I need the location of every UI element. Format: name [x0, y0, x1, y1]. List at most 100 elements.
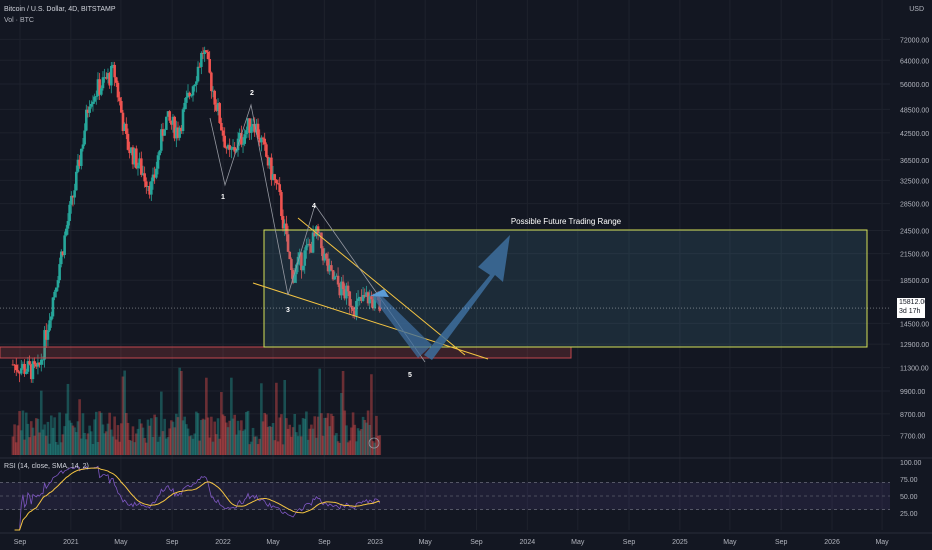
volume-bar: [64, 413, 68, 455]
candle: [211, 90, 215, 92]
volume-bar: [221, 414, 225, 455]
volume-bar: [143, 437, 146, 455]
candle: [221, 130, 225, 136]
candle: [231, 147, 235, 149]
volume-bar: [146, 419, 150, 455]
candle: [58, 264, 61, 281]
volume-bar: [336, 441, 340, 455]
candle: [305, 245, 308, 251]
candle: [176, 127, 180, 138]
candle: [49, 316, 53, 321]
volume-bar: [355, 441, 358, 455]
volume-bar: [83, 432, 86, 455]
volume-bar: [53, 417, 56, 455]
volume-bar: [331, 416, 335, 455]
candle: [66, 221, 70, 229]
candle: [276, 183, 280, 185]
candle: [368, 296, 372, 304]
volume-bar: [158, 436, 161, 455]
candle: [300, 252, 303, 271]
volume-bar: [311, 428, 315, 455]
volume-bar: [29, 421, 33, 455]
volume-bar: [131, 426, 135, 455]
candle: [44, 330, 48, 340]
candle: [255, 123, 258, 133]
candle: [126, 133, 130, 150]
candle: [283, 223, 287, 229]
candle: [341, 281, 345, 290]
volume-bar: [195, 411, 198, 455]
volume-bar: [133, 442, 136, 455]
volume-bar: [211, 441, 215, 455]
candle: [345, 285, 348, 299]
candle: [248, 118, 252, 133]
volume-bar: [278, 417, 282, 455]
price-tick-label: 64000.00: [900, 58, 929, 65]
volume-bar: [69, 422, 73, 455]
candle: [315, 226, 318, 237]
volume-bar: [346, 442, 350, 455]
volume-bar: [93, 419, 96, 455]
candle: [121, 112, 125, 131]
candle: [328, 265, 332, 272]
candle: [286, 234, 290, 252]
candle: [291, 270, 295, 283]
candle: [104, 77, 108, 79]
volume-bar: [113, 416, 116, 455]
candle: [33, 361, 36, 365]
candle: [98, 79, 101, 95]
lightning-icon: [368, 437, 380, 449]
candle: [94, 96, 98, 97]
candle: [23, 363, 26, 374]
volume-bar: [171, 421, 175, 455]
candle: [111, 64, 115, 66]
candle: [208, 58, 211, 73]
time-tick-label: Sep: [318, 539, 331, 546]
volume-bar: [236, 420, 240, 455]
candle: [373, 296, 377, 309]
rsi-tick-label: 100.00: [900, 460, 922, 467]
volume-bar: [233, 414, 236, 455]
volume-bar: [220, 392, 223, 455]
time-tick-label: Sep: [14, 539, 27, 546]
candle: [145, 181, 148, 188]
volume-bar: [41, 429, 45, 455]
candle: [330, 265, 333, 271]
wave-label-3: 3: [286, 307, 290, 314]
volume-bar: [318, 368, 322, 455]
candle: [79, 148, 83, 166]
candle: [135, 148, 138, 169]
volume-bar: [366, 410, 370, 455]
candle: [140, 158, 143, 175]
volume-bar: [59, 442, 63, 455]
price-tick-label: 11300.00: [900, 366, 929, 373]
volume-bar: [74, 432, 78, 455]
candle: [14, 364, 18, 371]
volume-bar: [173, 427, 176, 455]
candle: [281, 216, 285, 229]
volume-bar: [273, 440, 277, 455]
candle: [56, 280, 60, 288]
volume-bar: [61, 434, 65, 455]
candle: [118, 97, 121, 102]
candle: [250, 126, 253, 133]
volume-bar: [258, 438, 262, 455]
volume-bar: [265, 414, 268, 455]
time-tick-label: Sep: [166, 539, 179, 546]
volume-bar: [348, 440, 352, 455]
candle: [233, 147, 236, 152]
candle: [146, 185, 150, 188]
wedge-upper-line: [297, 217, 466, 356]
volume-bar: [238, 430, 241, 455]
candle: [310, 245, 313, 253]
price-tick-label: 14500.00: [900, 321, 929, 328]
volume-bar: [300, 436, 303, 455]
candle: [336, 275, 340, 285]
candle: [318, 232, 322, 234]
volume-bar: [175, 413, 178, 455]
time-tick-label: 2025: [672, 539, 688, 546]
volume-bar: [165, 438, 168, 455]
price-tick-label: 48500.00: [900, 107, 929, 114]
volume-bar: [343, 410, 347, 455]
